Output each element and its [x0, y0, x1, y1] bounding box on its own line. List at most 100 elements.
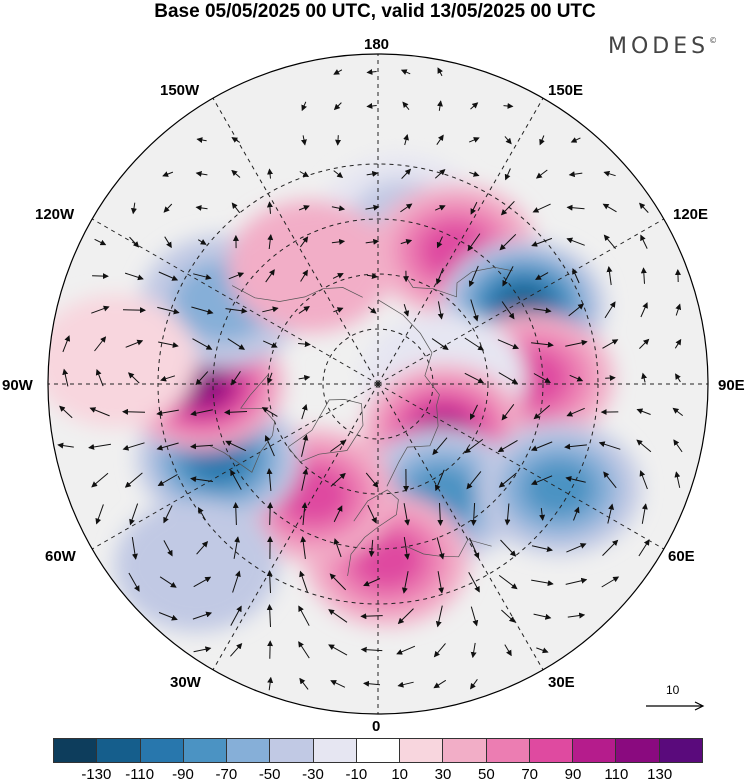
- wind-vector: [301, 502, 308, 526]
- wind-vector: [190, 443, 214, 450]
- wind-vector: [298, 641, 310, 659]
- wind-vector: [403, 503, 410, 526]
- wind-vector: [570, 137, 581, 143]
- wind-vector: [333, 307, 344, 313]
- wind-vector: [360, 613, 383, 620]
- meridian-line: [91, 218, 379, 385]
- wind-vector: [433, 679, 447, 689]
- wind-vector: [400, 203, 413, 213]
- wind-vector: [437, 571, 444, 594]
- wind-vector: [360, 646, 383, 653]
- lon-label-90w: 90W: [2, 377, 33, 394]
- wind-vector: [227, 338, 246, 350]
- colorbar-bin: [54, 739, 97, 762]
- wind-vector: [603, 234, 616, 250]
- wind-vector: [433, 643, 446, 658]
- wind-vector: [300, 269, 308, 282]
- meridian-line: [377, 383, 544, 671]
- colorbar-bin: [269, 739, 313, 762]
- wind-vector: [333, 538, 342, 558]
- wind-vector: [365, 472, 379, 488]
- wind-vector: [565, 475, 586, 483]
- wind-vector: [333, 170, 344, 179]
- wind-vector: [437, 502, 444, 526]
- coastline: [377, 299, 440, 487]
- colorbar-tick-label: -70: [215, 766, 238, 783]
- wind-vector: [158, 341, 179, 348]
- wind-vector: [435, 267, 444, 285]
- wind-vector: [401, 571, 409, 594]
- wind-vector: [91, 472, 109, 488]
- wind-vector: [88, 443, 111, 450]
- wind-vector: [330, 680, 346, 688]
- wind-vector: [191, 306, 214, 315]
- wind-vector: [468, 265, 479, 288]
- wind-vector: [466, 471, 482, 490]
- colorbar-tick-label: 10: [391, 766, 408, 783]
- anomaly-blob: [228, 200, 393, 333]
- reference-vector-label: 10: [666, 683, 680, 697]
- wind-vector: [497, 439, 518, 453]
- lon-label-120w: 120W: [35, 206, 75, 223]
- wind-vector: [329, 573, 347, 591]
- wind-vector: [504, 168, 511, 181]
- wind-vector: [567, 612, 586, 619]
- wind-vector: [261, 407, 278, 417]
- wind-vector: [298, 341, 311, 348]
- wind-vector: [640, 302, 648, 318]
- meridian-line: [377, 97, 544, 385]
- wind-vector: [267, 168, 274, 179]
- wind-vector: [331, 205, 346, 212]
- wind-vector: [672, 407, 684, 416]
- wind-vector: [533, 405, 551, 420]
- wind-vector: [266, 468, 273, 492]
- wind-vector: [565, 339, 588, 347]
- wind-vector: [437, 67, 443, 77]
- wind-vector: [467, 233, 481, 252]
- lon-label-0: 0: [372, 718, 381, 735]
- wind-vector: [539, 508, 546, 521]
- wind-vector: [569, 374, 584, 382]
- wind-vector: [328, 644, 348, 656]
- wind-vector: [224, 409, 248, 416]
- wind-vector: [129, 236, 140, 248]
- wind-vector: [231, 169, 241, 178]
- wind-vector: [535, 169, 548, 179]
- colorbar: [53, 738, 703, 763]
- wind-vector: [266, 570, 273, 594]
- wind-vector: [333, 69, 343, 75]
- meridian-line: [377, 218, 665, 385]
- wind-vector: [299, 570, 309, 593]
- wind-vector: [264, 434, 275, 457]
- wind-vector: [301, 403, 308, 420]
- lon-label-30e: 30E: [548, 674, 575, 691]
- wind-vector: [62, 335, 71, 353]
- wind-vector: [265, 269, 275, 283]
- wind-vector: [636, 439, 652, 453]
- wind-vector: [57, 442, 74, 449]
- lon-label-150w: 150W: [160, 82, 200, 99]
- wind-vector: [330, 472, 346, 487]
- wind-vector: [640, 234, 648, 249]
- wind-vector: [163, 203, 173, 213]
- wind-vector: [122, 442, 145, 451]
- wind-vector: [566, 407, 585, 417]
- wind-vector: [231, 202, 241, 214]
- wind-vector: [470, 404, 478, 420]
- wind-vector: [230, 642, 243, 657]
- wind-vector: [299, 236, 309, 248]
- colorbar-bin: [615, 739, 659, 762]
- wind-vector: [163, 505, 173, 524]
- wind-vector: [502, 266, 514, 287]
- wind-vector: [127, 372, 140, 384]
- wind-vector: [225, 440, 247, 452]
- wind-vector: [638, 539, 650, 557]
- meridian-line: [377, 383, 665, 550]
- wind-vector: [198, 507, 206, 521]
- colorbar-bin: [442, 739, 486, 762]
- wind-vector: [129, 503, 139, 526]
- wind-vector: [435, 605, 443, 628]
- wind-vector: [158, 271, 179, 281]
- wind-vector: [193, 576, 212, 588]
- coastline: [209, 374, 275, 473]
